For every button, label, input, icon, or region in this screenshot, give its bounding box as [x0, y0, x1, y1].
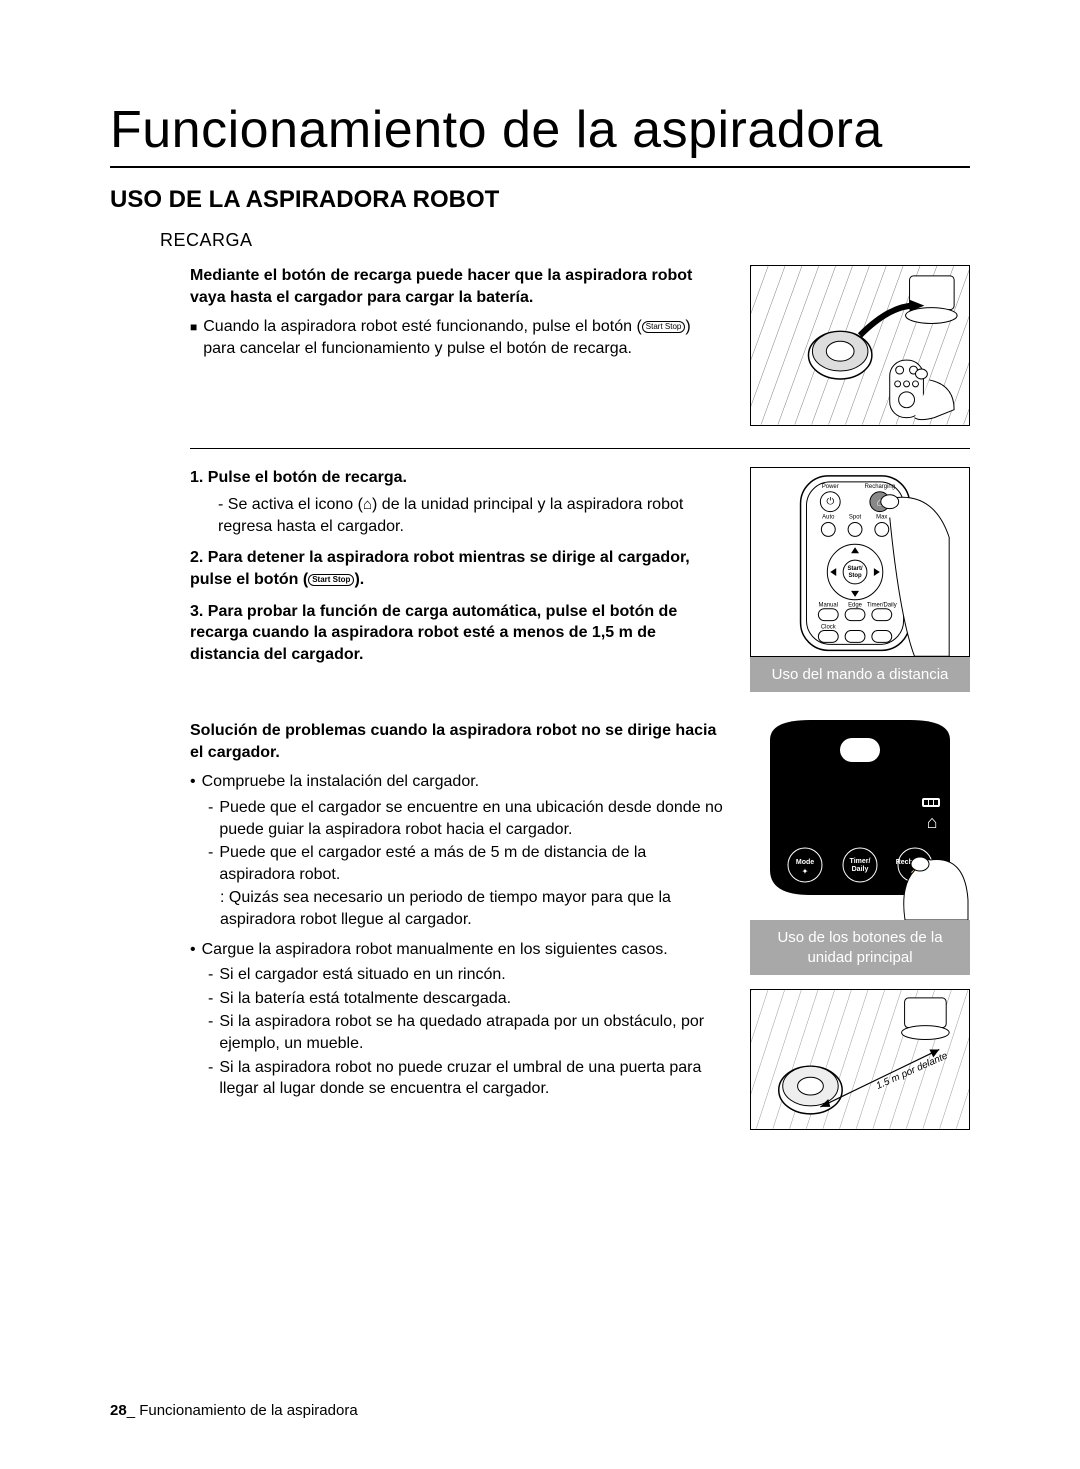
ts-b1-d2: -Puede que el cargador esté a más de 5 m…	[208, 842, 726, 885]
unit-mode-label: Mode	[796, 859, 814, 866]
svg-text:Stop: Stop	[852, 752, 868, 759]
caption-remote: Uso del mando a distancia	[750, 657, 970, 693]
dot-bullet-icon: •	[190, 771, 196, 793]
step-3: 3. Para probar la función de carga autom…	[190, 601, 726, 666]
svg-text:Stop: Stop	[848, 573, 862, 579]
ts-bullet-1: • Compruebe la instalación del cargador.	[190, 771, 726, 793]
step-2: 2. Para detener la aspiradora robot mien…	[190, 547, 726, 590]
troubleshoot-heading: Solución de problemas cuando la aspirado…	[190, 720, 726, 763]
illustration-distance: 1.5 m por delante	[750, 989, 970, 1130]
section-heading: USO DE LA ASPIRADORA ROBOT	[110, 186, 970, 214]
step-1: 1. Pulse el botón de recarga.	[190, 467, 726, 489]
subsection-heading: RECARGA	[160, 230, 970, 251]
intro-paragraph: Mediante el botón de recarga puede hacer…	[190, 265, 726, 308]
svg-text:Daily: Daily	[852, 866, 869, 873]
caption-unit: Uso de los botones de la unidad principa…	[750, 920, 970, 975]
intro-bullet-text: Cuando la aspiradora robot esté funciona…	[203, 316, 726, 359]
svg-text:Timer/: Timer/	[850, 858, 871, 865]
ts-b2-d1: -Si el cargador está situado en un rincó…	[208, 964, 726, 986]
start-stop-icon: Start Stop	[642, 321, 686, 333]
svg-text:⏻: ⏻	[826, 496, 834, 507]
remote-edge-label: Edge	[848, 602, 863, 608]
page-number: 28	[110, 1402, 127, 1419]
illustration-robot-to-dock	[750, 265, 970, 426]
illustration-main-unit-buttons: Start Stop ⌂ Mode ✦ Timer/ Daily Recharg…	[750, 720, 970, 920]
square-bullet-icon: ■	[190, 316, 197, 359]
svg-text:Start/: Start/	[847, 566, 863, 572]
page-title: Funcionamiento de la aspiradora	[110, 100, 970, 168]
ts-b1-d2-sub: : Quizás sea necesario un periodo de tie…	[220, 887, 726, 930]
dot-bullet-icon: •	[190, 939, 196, 961]
start-stop-icon: Start Stop	[308, 574, 354, 586]
remote-power-label: Power	[822, 483, 839, 489]
remote-spot-label: Spot	[849, 514, 862, 520]
remote-clock-label: Clock	[821, 624, 836, 630]
remote-timerdaily-label: Timer/Daily	[867, 602, 897, 608]
remote-max-label: Max	[876, 514, 887, 520]
svg-text:✦: ✦	[802, 867, 809, 876]
remote-auto-label: Auto	[822, 514, 835, 520]
intro-bullet: ■ Cuando la aspiradora robot esté funcio…	[190, 316, 726, 359]
home-icon: ⌂	[363, 495, 372, 515]
ts-b2-d3: -Si la aspiradora robot se ha quedado at…	[208, 1011, 726, 1054]
illustration-remote: Power ⏻ Recharging ⌂ Auto Spot Max Start…	[750, 467, 970, 657]
ts-bullet-2: • Cargue la aspiradora robot manualmente…	[190, 939, 726, 961]
remote-recharging-label: Recharging	[865, 483, 895, 489]
svg-text:⌂: ⌂	[927, 812, 938, 832]
step-1-sub: - Se activa el icono (⌂) de la unidad pr…	[218, 494, 726, 537]
remote-manual-label: Manual	[819, 602, 838, 608]
page-footer: 28_ Funcionamiento de la aspiradora	[110, 1402, 358, 1419]
ts-b1-d1: -Puede que el cargador se encuentre en u…	[208, 797, 726, 840]
divider	[190, 448, 970, 449]
unit-startstop-label: Start	[852, 743, 869, 750]
ts-b2-d4: -Si la aspiradora robot no puede cruzar …	[208, 1057, 726, 1100]
ts-b2-d2: -Si la batería está totalmente descargad…	[208, 988, 726, 1010]
